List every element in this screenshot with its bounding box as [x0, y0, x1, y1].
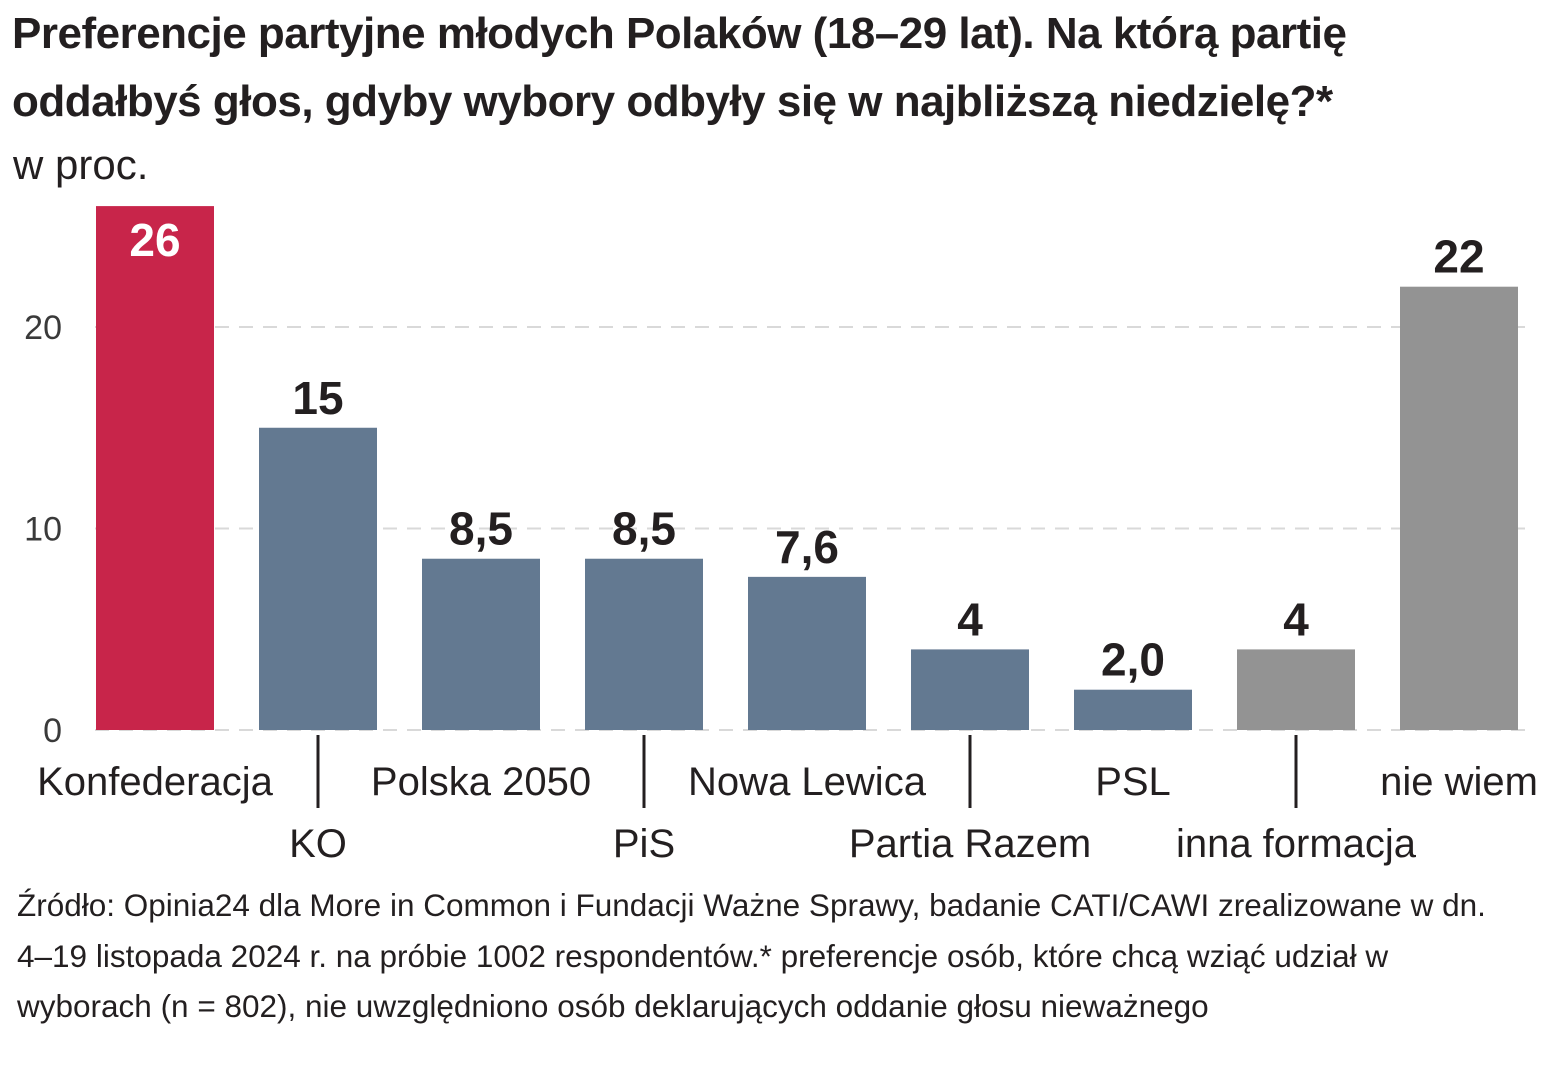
value-label-3: 8,5: [612, 503, 676, 555]
bar-0: [96, 206, 214, 731]
value-label-6: 2,0: [1101, 634, 1165, 686]
bar-4: [748, 576, 866, 730]
category-label-0: Konfederacja: [37, 760, 273, 804]
category-label-1: KO: [289, 822, 347, 866]
category-label-3: PiS: [613, 822, 675, 866]
value-label-7: 4: [1283, 593, 1309, 645]
category-label-6: PSL: [1095, 760, 1171, 804]
bar-1: [259, 427, 377, 730]
value-label-4: 7,6: [775, 521, 839, 573]
category-label-5: Partia Razem: [849, 822, 1091, 866]
bar-7: [1237, 649, 1355, 730]
category-label-7: inna formacja: [1176, 822, 1417, 866]
y-tick-label-20: 20: [24, 309, 62, 347]
unit-label: w proc.: [13, 141, 149, 188]
category-label-2: Polska 2050: [371, 760, 591, 804]
y-tick-label-0: 0: [43, 712, 62, 750]
value-label-1: 15: [292, 372, 343, 424]
bar-8: [1400, 286, 1518, 730]
category-label-4: Nowa Lewica: [688, 760, 927, 804]
value-label-5: 4: [957, 593, 983, 645]
y-tick-label-10: 10: [24, 511, 62, 549]
bar-5: [911, 649, 1029, 730]
value-label-8: 22: [1433, 231, 1484, 283]
bar-3: [585, 558, 703, 730]
value-label-0: 26: [129, 214, 180, 266]
bar-6: [1074, 689, 1192, 730]
category-label-8: nie wiem: [1380, 760, 1538, 804]
value-label-2: 8,5: [449, 503, 513, 555]
bar-chart: 26 15 8,5 8,5 7,6 4 2,0 4 22 Konfederacja KO Polsk…: [24, 206, 1538, 866]
bar-2: [422, 558, 540, 730]
chart-title: Preferencje partyjne młodych Polaków (18…: [12, 9, 1347, 126]
source-note: Źródło: Opinia24 dla More in Common i Fu…: [17, 887, 1486, 1024]
